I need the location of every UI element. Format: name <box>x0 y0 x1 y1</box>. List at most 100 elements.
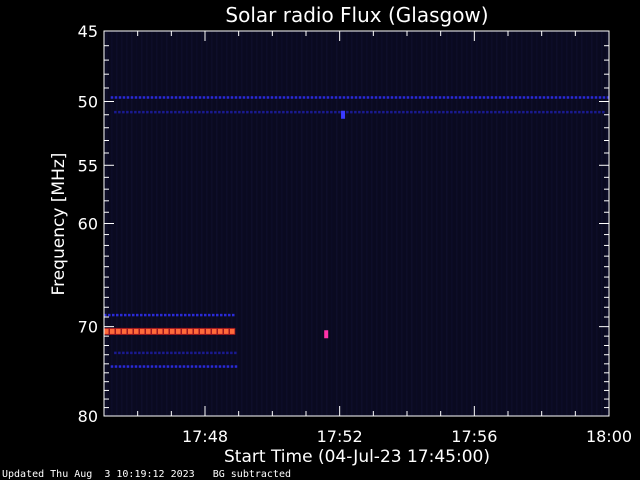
emission-band-segment <box>358 110 361 114</box>
emission-band-segment <box>462 110 465 114</box>
emission-band-segment <box>110 365 114 368</box>
emission-band-segment <box>298 110 301 114</box>
emission-band-segment <box>110 328 115 334</box>
emission-band-segment <box>442 96 446 99</box>
emission-band-segment <box>204 313 207 317</box>
emission-band-segment <box>198 351 201 355</box>
emission-band-segment <box>558 96 562 99</box>
emission-band-segment <box>130 110 133 114</box>
x-tick-label: 17:52 <box>317 427 363 446</box>
emission-band-segment <box>152 328 157 334</box>
emission-band-segment <box>574 96 578 99</box>
time-stripe <box>371 31 373 416</box>
emission-band-segment <box>454 110 457 114</box>
emission-band-segment <box>538 96 542 99</box>
emission-band-segment <box>262 96 266 99</box>
emission-band-segment <box>530 96 534 99</box>
time-stripe <box>236 31 238 416</box>
emission-band-segment <box>146 328 151 334</box>
emission-band-segment <box>238 110 241 114</box>
emission-band-segment <box>138 96 142 99</box>
chart-title: Solar radio Flux (Glasgow) <box>225 3 488 27</box>
emission-band-segment <box>498 110 501 114</box>
emission-band-segment <box>138 110 141 114</box>
emission-band-segment <box>238 96 242 99</box>
emission-band-segment <box>198 96 202 99</box>
emission-band-segment <box>430 110 433 114</box>
emission-band-segment <box>118 96 122 99</box>
emission-band-segment <box>310 110 313 114</box>
emission-band-segment <box>162 365 166 368</box>
emission-band-segment <box>218 351 221 355</box>
emission-band-segment <box>158 328 163 334</box>
emission-band-segment <box>542 110 545 114</box>
time-stripe <box>321 31 323 416</box>
emission-band-segment <box>228 313 231 317</box>
emission-band-segment <box>170 328 175 334</box>
emission-band-segment <box>174 96 178 99</box>
emission-band-segment <box>142 351 145 355</box>
emission-band-segment <box>136 313 139 317</box>
emission-band-segment <box>258 96 262 99</box>
emission-band-segment <box>118 110 121 114</box>
time-stripe <box>536 31 538 416</box>
emission-band-segment <box>382 110 385 114</box>
time-stripe <box>391 31 393 416</box>
emission-band-segment <box>162 351 165 355</box>
time-stripe <box>301 31 303 416</box>
emission-band-segment <box>142 110 145 114</box>
time-stripe <box>396 31 398 416</box>
emission-band-segment <box>108 313 111 317</box>
emission-band-segment <box>232 313 235 317</box>
emission-band-segment <box>208 313 211 317</box>
emission-band-segment <box>118 351 121 355</box>
emission-band-segment <box>178 351 181 355</box>
emission-band-segment <box>262 110 265 114</box>
time-stripe <box>426 31 428 416</box>
y-tick-label: 45 <box>78 22 98 41</box>
emission-band-segment <box>586 110 589 114</box>
time-stripe <box>171 31 173 416</box>
emission-band-segment <box>446 110 449 114</box>
emission-band-segment <box>566 110 569 114</box>
emission-band-segment <box>216 313 219 317</box>
y-tick-label: 55 <box>78 156 98 175</box>
emission-band-segment <box>160 313 163 317</box>
emission-band-segment <box>164 313 167 317</box>
emission-band-segment <box>234 110 237 114</box>
emission-band-segment <box>210 351 213 355</box>
emission-band-segment <box>358 96 362 99</box>
emission-band-segment <box>362 96 366 99</box>
time-stripe <box>176 31 178 416</box>
emission-band-segment <box>188 328 193 334</box>
emission-band-segment <box>206 351 209 355</box>
emission-band-segment <box>574 110 577 114</box>
emission-band-segment <box>370 96 374 99</box>
emission-band-segment <box>546 96 550 99</box>
emission-band-segment <box>242 110 245 114</box>
emission-band-segment <box>286 110 289 114</box>
emission-band-segment <box>350 110 353 114</box>
time-stripe <box>226 31 228 416</box>
time-stripe <box>346 31 348 416</box>
emission-band-segment <box>218 328 223 334</box>
emission-band-segment <box>406 110 409 114</box>
emission-band-segment <box>230 328 235 334</box>
emission-band-segment <box>142 365 146 368</box>
emission-band-segment <box>148 313 151 317</box>
y-tick-label: 50 <box>78 93 98 112</box>
emission-band-segment <box>186 96 190 99</box>
y-tick-label: 60 <box>78 215 98 234</box>
time-stripe <box>451 31 453 416</box>
time-stripe <box>156 31 158 416</box>
emission-band-segment <box>158 365 162 368</box>
emission-band-segment <box>322 96 326 99</box>
emission-band-segment <box>166 351 169 355</box>
emission-band-segment <box>224 328 229 334</box>
x-tick-label: 17:56 <box>451 427 497 446</box>
emission-band-segment <box>590 96 594 99</box>
emission-band-segment <box>200 328 205 334</box>
emission-band-segment <box>442 110 445 114</box>
emission-band-segment <box>474 96 478 99</box>
emission-band-segment <box>182 351 185 355</box>
